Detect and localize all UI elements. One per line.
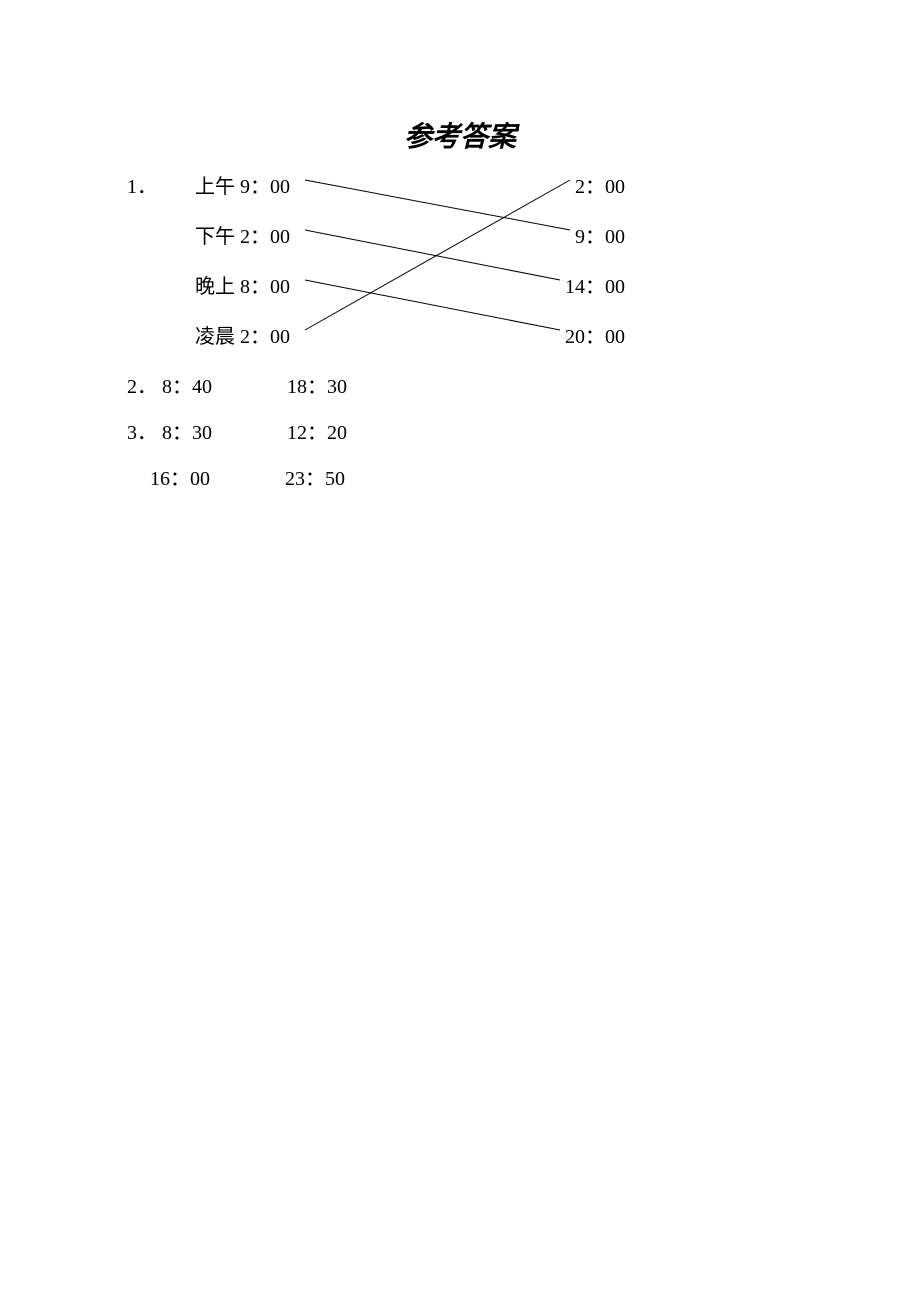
match-line (305, 180, 570, 330)
question-3-row1-value-1: 12：20 (287, 416, 347, 445)
question-3-row-1: 3． 8：30 12：20 (127, 416, 347, 445)
matching-lines-svg (195, 165, 695, 345)
question-2-value-0: 8：40 (162, 370, 212, 399)
page-title: 参考答案 (0, 115, 920, 155)
question-1-label: 1． (127, 170, 157, 199)
match-line (305, 280, 560, 330)
question-3-row-2: 16：00 23：50 (150, 462, 345, 491)
question-3-row2-value-1: 23：50 (285, 462, 345, 491)
question-2-value-1: 18：30 (287, 370, 347, 399)
question-2-label: 2． (127, 370, 157, 399)
question-2-row: 2． 8：40 18：30 (127, 370, 347, 399)
match-line (305, 230, 560, 280)
question-3-label: 3． (127, 416, 157, 445)
question-3-row2-value-0: 16：00 (150, 462, 210, 491)
match-line (305, 180, 570, 230)
question-3-row1-value-0: 8：30 (162, 416, 212, 445)
